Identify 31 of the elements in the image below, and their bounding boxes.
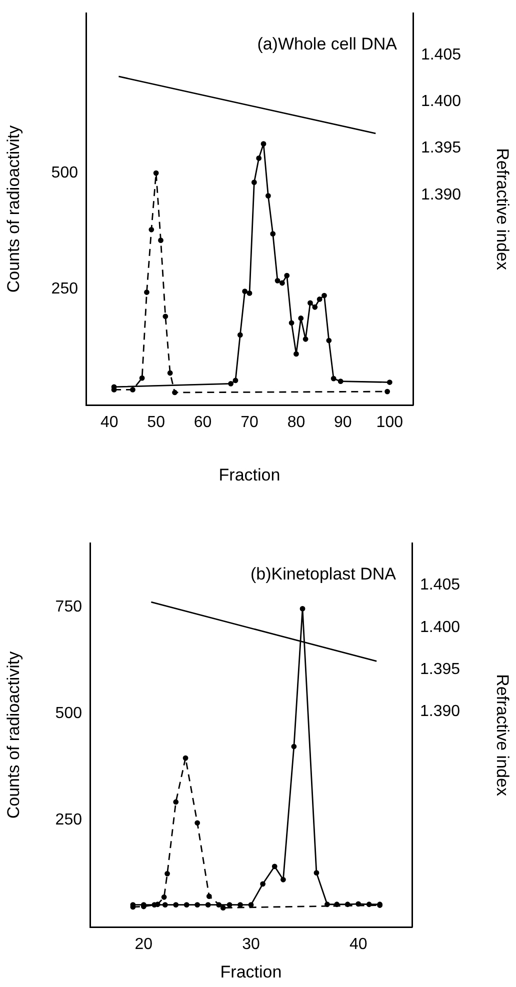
y-tick-label: 250 bbox=[51, 280, 78, 298]
x-tick-label: 100 bbox=[376, 414, 404, 432]
y2-tick-label: 1.400 bbox=[421, 93, 462, 110]
y-tick-label: 500 bbox=[51, 164, 78, 182]
x-tick-label: 50 bbox=[147, 414, 166, 432]
y-axis-title: Counts of radioactivity bbox=[4, 650, 23, 819]
y2-tick-label: 1.405 bbox=[421, 46, 462, 64]
y-axis-title: Counts of radioactivity bbox=[4, 124, 23, 293]
y2-tick-label: 1.395 bbox=[420, 661, 460, 678]
y2-tick-label: 1.390 bbox=[420, 703, 460, 720]
y2-axis-title: Refractive index bbox=[493, 674, 512, 796]
x-tick-label: 40 bbox=[100, 414, 118, 432]
y2-tick-label: 1.405 bbox=[420, 576, 460, 594]
y-tick-label: 250 bbox=[55, 812, 82, 829]
x-tick-label: 40 bbox=[349, 936, 368, 954]
x-tick-label: 20 bbox=[134, 936, 153, 954]
y-tick-label: 500 bbox=[55, 705, 82, 722]
x-tick-label: 70 bbox=[240, 414, 258, 432]
x-tick-label: 80 bbox=[287, 414, 306, 432]
y2-tick-label: 1.400 bbox=[420, 618, 460, 636]
annotation: (b)Kinetoplast DNA bbox=[250, 564, 397, 584]
y-tick-label: 750 bbox=[55, 598, 82, 616]
y2-axis-title: Refractive index bbox=[493, 148, 512, 270]
y2-tick-label: 1.395 bbox=[421, 140, 462, 157]
x-axis-title: Fraction bbox=[220, 962, 282, 982]
x-tick-label: 90 bbox=[334, 414, 352, 432]
x-axis-title: Fraction bbox=[218, 465, 280, 484]
annotation: (a)Whole cell DNA bbox=[257, 34, 398, 54]
x-tick-label: 60 bbox=[194, 414, 212, 432]
x-tick-label: 30 bbox=[242, 936, 260, 954]
y2-tick-label: 1.390 bbox=[421, 186, 462, 204]
